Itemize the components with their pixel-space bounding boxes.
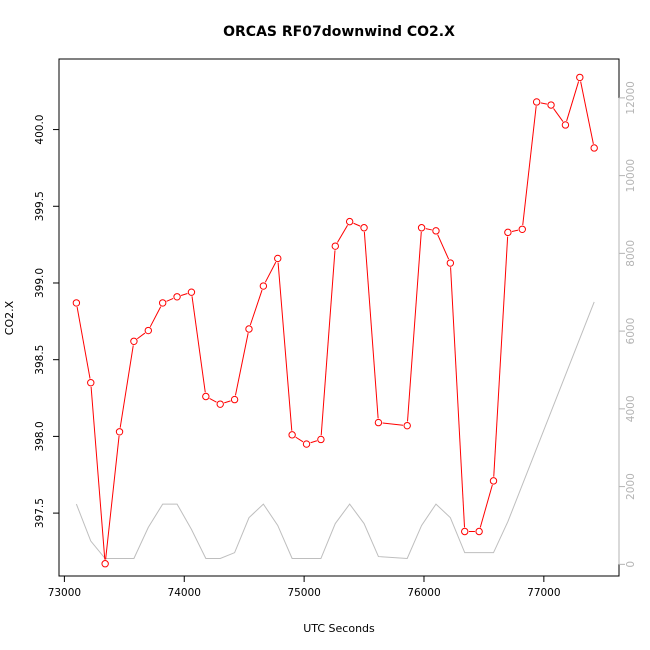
red-data-point xyxy=(173,293,181,301)
red-series-segment xyxy=(580,81,594,144)
red-data-point xyxy=(360,224,368,232)
red-series-group xyxy=(72,73,598,568)
red-data-point xyxy=(547,101,555,109)
x-tick-label: 75000 xyxy=(287,587,320,599)
red-series-segment xyxy=(437,234,450,260)
red-data-point xyxy=(532,98,541,106)
y-axis-left: 397.5 398.0 398.5 399.0 399.5 400.0 xyxy=(34,115,60,528)
red-series-segment xyxy=(76,306,91,379)
y-tick-label-right: 0 xyxy=(625,561,637,568)
red-data-point xyxy=(288,431,296,439)
y-tick-label-right: 4000 xyxy=(625,395,637,422)
red-data-point xyxy=(345,217,354,226)
red-data-point xyxy=(475,527,483,536)
y-tick-label-right: 12000 xyxy=(625,81,637,114)
red-data-point xyxy=(144,326,152,335)
red-series-segment xyxy=(310,440,318,444)
red-series-segment xyxy=(511,229,519,232)
red-series-segment xyxy=(553,108,564,122)
red-data-point xyxy=(202,392,210,401)
red-data-point xyxy=(230,395,239,404)
y-tick-label-left: 398.5 xyxy=(34,345,46,375)
red-series-segment xyxy=(382,422,404,426)
y-tick-label-left: 399.0 xyxy=(34,268,46,298)
red-series-segment xyxy=(249,289,263,326)
red-series-segment xyxy=(450,267,466,528)
red-series-segment xyxy=(407,231,422,422)
red-series-segment xyxy=(180,292,188,296)
red-series-segment xyxy=(320,250,336,436)
red-series-segment xyxy=(90,386,106,560)
red-series-segment xyxy=(209,398,217,403)
red-data-point xyxy=(245,325,253,333)
red-series-segment xyxy=(191,296,206,393)
gray-series-line xyxy=(75,301,595,560)
red-data-point xyxy=(331,242,339,250)
x-tick-label: 77000 xyxy=(527,587,560,599)
red-series-segment xyxy=(295,436,304,443)
red-series-segment xyxy=(149,306,162,328)
y-tick-label-right: 8000 xyxy=(625,240,637,267)
x-axis-label: UTC Seconds xyxy=(303,622,375,635)
red-data-point xyxy=(590,144,598,152)
red-series-segment xyxy=(136,332,146,340)
red-data-point xyxy=(504,228,512,237)
red-data-point xyxy=(158,299,167,307)
gray-series-group xyxy=(75,301,595,560)
red-series-segment xyxy=(234,333,249,396)
red-series-segment xyxy=(166,297,174,302)
red-data-point xyxy=(274,254,282,263)
y-tick-label-left: 399.5 xyxy=(34,191,46,221)
red-data-point xyxy=(446,259,455,267)
y-tick-label-right: 2000 xyxy=(625,473,637,500)
y-axis-right: 0 2000 4000 6000 8000 10000 12000 xyxy=(618,81,637,568)
red-series-segment xyxy=(353,222,361,227)
red-series-segment xyxy=(224,400,231,404)
y-tick-label-left: 400.0 xyxy=(34,115,46,145)
red-data-point xyxy=(302,440,311,448)
x-tick-label: 74000 xyxy=(168,587,201,599)
red-series-segment xyxy=(566,81,580,122)
red-series-segment xyxy=(264,261,277,283)
red-data-point xyxy=(87,379,95,387)
y-tick-label-left: 398.0 xyxy=(34,421,46,451)
red-data-point xyxy=(216,400,224,408)
red-series-segment xyxy=(363,231,379,419)
red-data-point xyxy=(101,560,109,568)
y-tick-label-right: 6000 xyxy=(625,318,637,345)
red-series-segment xyxy=(277,262,293,431)
red-data-point xyxy=(432,227,440,235)
red-series-segment xyxy=(336,224,348,243)
x-tick-label: 76000 xyxy=(407,587,440,599)
red-data-point xyxy=(115,428,124,436)
red-data-point xyxy=(576,73,584,82)
red-series-segment xyxy=(105,435,120,560)
red-data-point xyxy=(403,421,411,430)
red-data-point xyxy=(259,282,268,290)
red-data-point xyxy=(187,288,196,296)
red-data-point xyxy=(72,299,81,307)
red-series-segment xyxy=(479,484,493,528)
red-series-segment xyxy=(493,236,509,477)
red-data-point xyxy=(130,337,138,345)
x-axis: 73000 74000 75000 76000 77000 xyxy=(48,575,561,599)
chart-title: ORCAS RF07downwind CO2.X xyxy=(223,24,455,40)
red-data-point xyxy=(561,121,570,129)
red-series-segment xyxy=(119,345,134,428)
red-series-segment xyxy=(522,106,537,226)
red-series-segment xyxy=(540,102,548,105)
y-tick-label-left: 397.5 xyxy=(34,498,46,528)
plot-area xyxy=(58,58,620,577)
red-data-point xyxy=(374,418,383,427)
y-tick-label-right: 10000 xyxy=(625,159,637,192)
red-data-point xyxy=(461,527,469,536)
red-data-point xyxy=(489,477,498,485)
red-data-point xyxy=(417,224,426,232)
y-axis-label: CO2.X xyxy=(3,300,16,335)
red-data-point xyxy=(518,225,526,233)
red-data-point xyxy=(317,435,325,444)
red-series-segment xyxy=(425,228,432,231)
x-tick-label: 73000 xyxy=(48,587,81,599)
